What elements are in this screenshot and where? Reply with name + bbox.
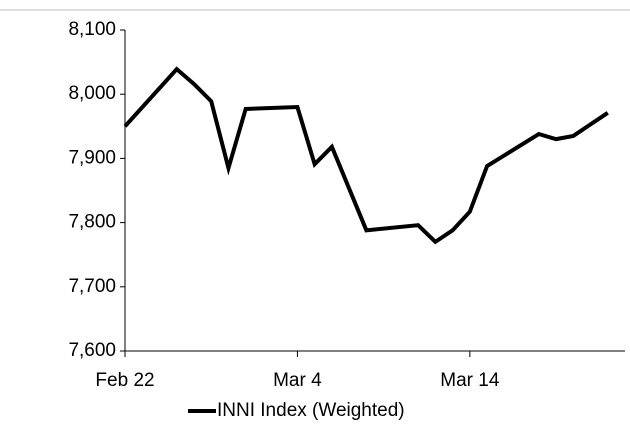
y-tick-label: 8,100 [68, 19, 116, 40]
y-tick-label: 8,000 [68, 83, 116, 104]
y-tick-label: 7,900 [68, 147, 116, 168]
y-tick-label: 7,800 [68, 212, 116, 233]
y-tick-label: 7,600 [68, 340, 116, 361]
data-line [123, 66, 609, 245]
x-tick-label: Mar 14 [440, 370, 500, 391]
legend-label: INNI Index (Weighted) [217, 400, 405, 421]
x-tick-label: Feb 22 [95, 370, 154, 391]
y-tick-label: 7,700 [68, 276, 116, 297]
x-tick-label: Mar 4 [273, 370, 322, 391]
